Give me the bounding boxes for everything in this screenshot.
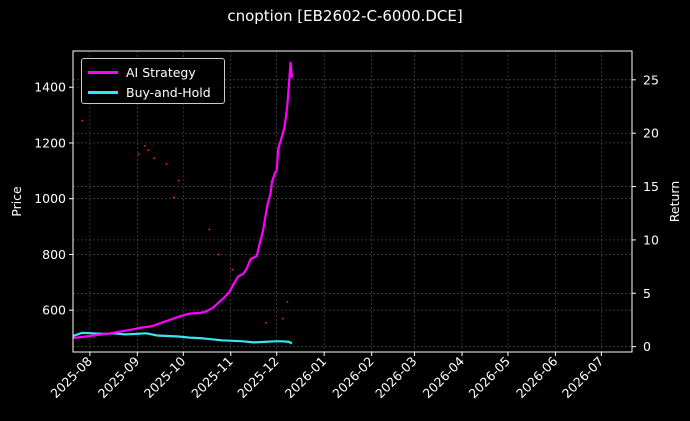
- legend-label-ai-strategy: AI Strategy: [126, 64, 196, 80]
- price-point: [173, 196, 175, 199]
- price-point: [231, 268, 234, 271]
- y-left-tick-label: 1000: [34, 191, 66, 206]
- x-tick-label: 2026-04: [420, 353, 468, 401]
- y-right-tick-label: 0: [643, 339, 651, 354]
- price-point: [153, 157, 156, 160]
- y-right-tick-label: 20: [643, 126, 659, 141]
- x-tick-label: 2026-06: [513, 353, 561, 401]
- y-right-tick-label: 5: [643, 286, 651, 301]
- legend-swatch-ai-strategy: [88, 70, 118, 74]
- x-tick-label: 2026-01: [282, 354, 330, 402]
- price-point: [177, 179, 180, 182]
- x-tick-label: 2025-08: [47, 353, 95, 401]
- price-point: [147, 149, 149, 151]
- y-right-axis-label: Return: [667, 181, 682, 222]
- chart-title: cnoption [EB2602-C-6000.DCE]: [227, 7, 463, 25]
- plot-frame: [72, 50, 633, 353]
- legend: AI Strategy Buy-and-Hold: [81, 58, 225, 104]
- ai-strategy-line: [72, 61, 294, 340]
- x-tick-label: 2025-09: [95, 353, 143, 401]
- price-point: [165, 162, 168, 165]
- y-left-axis-label: Price: [9, 186, 24, 217]
- x-tick-label: 2026-07: [559, 354, 607, 402]
- price-point: [265, 321, 267, 324]
- price-point: [217, 253, 220, 256]
- y-left-tick-label: 800: [42, 247, 66, 262]
- price-point: [281, 317, 284, 320]
- x-tick-label: 2026-03: [372, 354, 420, 402]
- legend-item-ai-strategy: AI Strategy: [88, 63, 196, 81]
- x-tick-label: 2025-11: [188, 354, 236, 402]
- x-tick-label: 2025-12: [234, 354, 282, 402]
- y-right-tick-label: 10: [643, 232, 659, 247]
- legend-item-buy-and-hold: Buy-and-Hold: [88, 83, 211, 101]
- x-tick-label: 2026-02: [329, 354, 377, 402]
- price-point: [81, 119, 84, 122]
- y-left-tick-label: 1200: [34, 135, 66, 150]
- y-right-tick-label: 15: [643, 179, 659, 194]
- legend-label-buy-and-hold: Buy-and-Hold: [126, 84, 211, 100]
- x-tick-label: 2026-05: [466, 354, 514, 402]
- y-right-tick-label: 25: [643, 72, 659, 87]
- price-point: [137, 153, 140, 156]
- y-left-tick-label: 600: [42, 303, 66, 318]
- x-tick-label: 2025-10: [141, 353, 189, 401]
- legend-swatch-buy-and-hold: [88, 90, 118, 94]
- y-left-tick-label: 1400: [34, 80, 66, 95]
- price-point: [286, 300, 289, 303]
- price-point: [144, 144, 146, 147]
- price-point: [208, 228, 211, 231]
